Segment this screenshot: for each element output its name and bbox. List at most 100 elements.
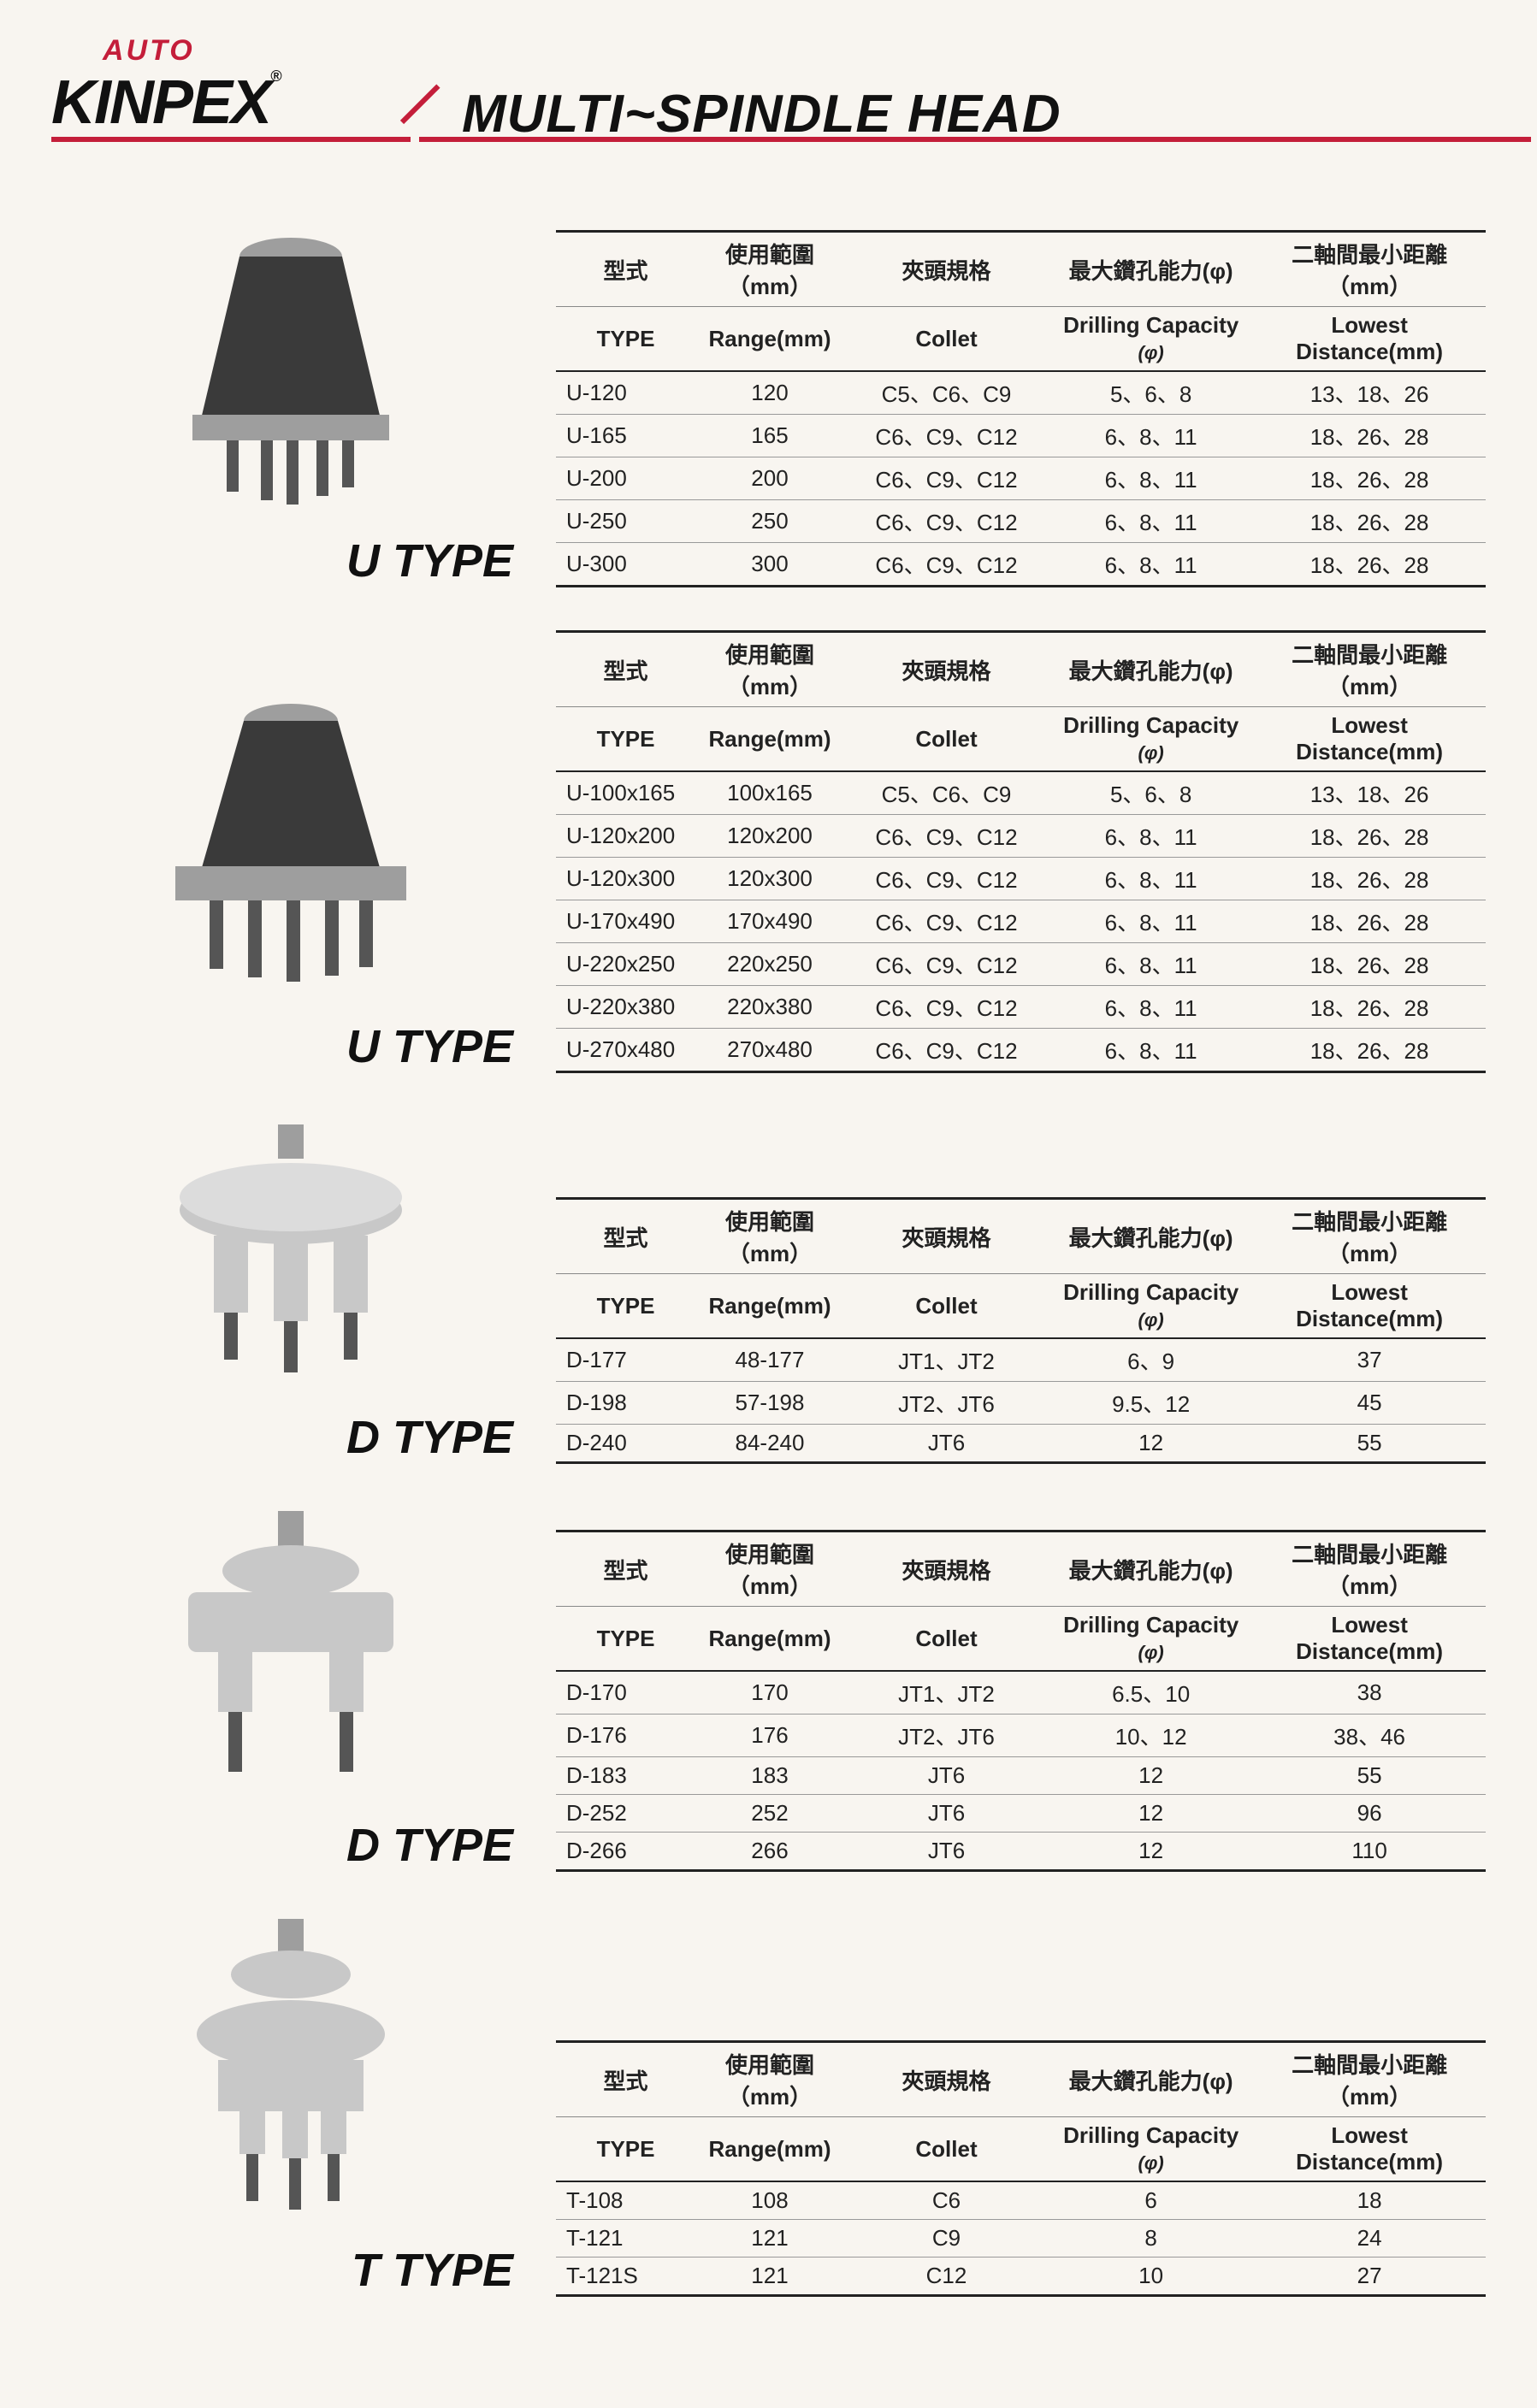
table-cell: U-300 — [556, 543, 695, 587]
product-column: D TYPE — [51, 1116, 530, 1464]
table-cell: 6、8、11 — [1049, 543, 1253, 587]
col-header-zh: 使用範圍（mm） — [695, 232, 844, 307]
table-cell: 183 — [695, 1757, 844, 1795]
col-header-zh: 使用範圍（mm） — [695, 2042, 844, 2117]
table-cell: 6 — [1049, 2181, 1253, 2220]
spec-section: U TYPE 型式使用範圍（mm）夾頭規格最大鑽孔能力(φ)二軸間最小距離（mm）… — [51, 630, 1486, 1073]
table-cell: 6、8、11 — [1049, 815, 1253, 858]
col-header-zh: 夾頭規格 — [844, 2042, 1049, 2117]
table-cell: C6、C9、C12 — [844, 543, 1049, 587]
table-cell: U-220x250 — [556, 943, 695, 986]
col-header-en: Lowest Distance(mm) — [1253, 307, 1486, 372]
table-cell: 57-198 — [695, 1382, 844, 1425]
table-cell: D-176 — [556, 1715, 695, 1757]
table-cell: 110 — [1253, 1833, 1486, 1871]
spec-table: 型式使用範圍（mm）夾頭規格最大鑽孔能力(φ)二軸間最小距離（mm）TYPERa… — [556, 1530, 1486, 1872]
table-cell: D-198 — [556, 1382, 695, 1425]
table-cell: 38、46 — [1253, 1715, 1486, 1757]
table-cell: U-250 — [556, 500, 695, 543]
table-cell: D-240 — [556, 1425, 695, 1463]
table-cell: 6、8、11 — [1049, 500, 1253, 543]
table-cell: T-108 — [556, 2181, 695, 2220]
table-row: U-250250C6、C9、C126、8、1118、26、28 — [556, 500, 1486, 543]
table-cell: C5、C6、C9 — [844, 371, 1049, 415]
col-header-zh: 二軸間最小距離（mm） — [1253, 1199, 1486, 1274]
spec-section: D TYPE型式使用範圍（mm）夾頭規格最大鑽孔能力(φ)二軸間最小距離（mm）… — [51, 1116, 1486, 1464]
table-cell: 18、26、28 — [1253, 943, 1486, 986]
table-cell: 18 — [1253, 2181, 1486, 2220]
col-header-en: Collet — [844, 1274, 1049, 1339]
table-cell: C6 — [844, 2181, 1049, 2220]
table-cell: 6、8、11 — [1049, 986, 1253, 1029]
col-header-en: TYPE — [556, 1274, 695, 1339]
product-column: U TYPE — [51, 691, 530, 1073]
table-cell: C9 — [844, 2220, 1049, 2258]
table-cell: C6、C9、C12 — [844, 986, 1049, 1029]
table-cell: JT6 — [844, 1425, 1049, 1463]
product-image — [150, 691, 432, 1003]
col-header-zh: 夾頭規格 — [844, 1199, 1049, 1274]
col-header-en: Range(mm) — [695, 307, 844, 372]
table-cell: C6、C9、C12 — [844, 943, 1049, 986]
col-header-zh: 型式 — [556, 1532, 695, 1607]
col-header-en: Collet — [844, 307, 1049, 372]
table-cell: JT2、JT6 — [844, 1715, 1049, 1757]
table-cell: U-220x380 — [556, 986, 695, 1029]
spec-table: 型式使用範圍（mm）夾頭規格最大鑽孔能力(φ)二軸間最小距離（mm）TYPERa… — [556, 2040, 1486, 2297]
table-cell: 55 — [1253, 1425, 1486, 1463]
table-cell: 48-177 — [695, 1338, 844, 1382]
product-column: T TYPE — [51, 1915, 530, 2297]
spec-table-wrap: 型式使用範圍（mm）夾頭規格最大鑽孔能力(φ)二軸間最小距離（mm）TYPERa… — [556, 630, 1486, 1073]
table-cell: 6、8、11 — [1049, 858, 1253, 900]
col-header-en: TYPE — [556, 2117, 695, 2182]
table-cell: 12 — [1049, 1833, 1253, 1871]
table-row: D-252252JT61296 — [556, 1795, 1486, 1833]
table-cell: 6、8、11 — [1049, 415, 1253, 457]
table-cell: 18、26、28 — [1253, 986, 1486, 1029]
type-label: U TYPE — [346, 1020, 513, 1073]
col-header-zh: 最大鑽孔能力(φ) — [1049, 1199, 1253, 1274]
table-cell: 10 — [1049, 2258, 1253, 2296]
table-cell: C12 — [844, 2258, 1049, 2296]
col-header-en: Range(mm) — [695, 707, 844, 772]
table-cell: C6、C9、C12 — [844, 1029, 1049, 1072]
table-row: U-270x480270x480C6、C9、C126、8、1118、26、28 — [556, 1029, 1486, 1072]
table-row: T-121S121C121027 — [556, 2258, 1486, 2296]
table-cell: 55 — [1253, 1757, 1486, 1795]
table-cell: 5、6、8 — [1049, 371, 1253, 415]
table-cell: 12 — [1049, 1757, 1253, 1795]
type-label: T TYPE — [352, 2244, 513, 2297]
table-cell: C5、C6、C9 — [844, 771, 1049, 815]
table-cell: 18、26、28 — [1253, 457, 1486, 500]
table-cell: T-121S — [556, 2258, 695, 2296]
table-cell: U-120x300 — [556, 858, 695, 900]
table-cell: 24 — [1253, 2220, 1486, 2258]
table-cell: C6、C9、C12 — [844, 815, 1049, 858]
table-cell: 6、8、11 — [1049, 457, 1253, 500]
spec-table-wrap: 型式使用範圍（mm）夾頭規格最大鑽孔能力(φ)二軸間最小距離（mm）TYPERa… — [556, 230, 1486, 587]
table-cell: 252 — [695, 1795, 844, 1833]
col-header-en: Lowest Distance(mm) — [1253, 707, 1486, 772]
col-header-zh: 二軸間最小距離（mm） — [1253, 232, 1486, 307]
table-cell: 18、26、28 — [1253, 415, 1486, 457]
table-cell: D-183 — [556, 1757, 695, 1795]
table-cell: 84-240 — [695, 1425, 844, 1463]
col-header-zh: 最大鑽孔能力(φ) — [1049, 1532, 1253, 1607]
table-cell: C6、C9、C12 — [844, 500, 1049, 543]
product-column: U TYPE — [51, 222, 530, 587]
table-cell: 170x490 — [695, 900, 844, 943]
table-cell: 9.5、12 — [1049, 1382, 1253, 1425]
table-cell: 8 — [1049, 2220, 1253, 2258]
table-cell: 45 — [1253, 1382, 1486, 1425]
col-header-zh: 二軸間最小距離（mm） — [1253, 2042, 1486, 2117]
table-cell: 200 — [695, 457, 844, 500]
table-cell: 18、26、28 — [1253, 858, 1486, 900]
accent-line-left — [51, 137, 411, 142]
table-cell: C6、C9、C12 — [844, 858, 1049, 900]
table-cell: 6、8、11 — [1049, 900, 1253, 943]
table-cell: JT6 — [844, 1757, 1049, 1795]
table-cell: 250 — [695, 500, 844, 543]
table-cell: 266 — [695, 1833, 844, 1871]
table-cell: 10、12 — [1049, 1715, 1253, 1757]
brand-logo: AUTO KINPEX® — [51, 34, 280, 138]
